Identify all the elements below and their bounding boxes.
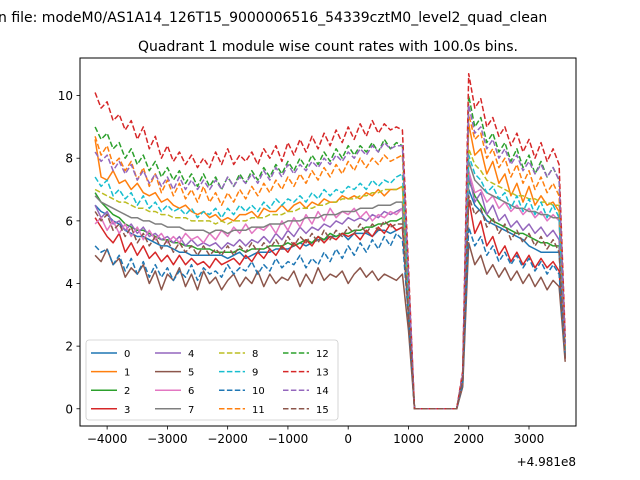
x-tick-label: 2000 <box>453 432 484 446</box>
figure-suptitle: n file: modeM0/AS1A14_126T15_9000006516_… <box>0 10 547 26</box>
legend-label-14: 14 <box>316 386 329 397</box>
series-line-3 <box>94 198 566 410</box>
x-tick-label: 3000 <box>514 432 545 446</box>
x-offset-label: +4.981e8 <box>517 455 576 469</box>
axes-frame <box>79 57 577 427</box>
series-line-9 <box>94 154 566 410</box>
series-line-13 <box>94 72 566 410</box>
plot-area <box>94 72 566 410</box>
legend-frame <box>85 339 339 421</box>
legend-label-6: 6 <box>188 386 194 397</box>
series-line-15 <box>94 195 566 410</box>
legend-label-3: 3 <box>124 405 130 416</box>
series-line-6 <box>94 169 566 410</box>
legend-label-9: 9 <box>252 368 258 379</box>
legend-label-10: 10 <box>252 386 265 397</box>
series-line-14 <box>94 104 566 410</box>
x-axis: −4000 −3000 −2000 −1000 0 1000 2000 3000 <box>87 426 544 446</box>
legend-label-4: 4 <box>188 349 194 360</box>
legend-label-7: 7 <box>188 405 194 416</box>
legend-label-13: 13 <box>316 368 329 379</box>
series-line-8 <box>94 148 566 410</box>
legend-label-15: 15 <box>316 405 329 416</box>
x-tick-label: −4000 <box>87 432 128 446</box>
legend-label-11: 11 <box>252 405 265 416</box>
y-tick-label: 6 <box>65 214 73 228</box>
legend-label-8: 8 <box>252 349 258 360</box>
legend-label-12: 12 <box>316 349 329 360</box>
y-tick-label: 0 <box>65 402 73 416</box>
y-tick-label: 4 <box>65 277 73 291</box>
series-line-12 <box>94 94 566 410</box>
legend-label-2: 2 <box>124 386 130 397</box>
chart-title: Quadrant 1 module wise count rates with … <box>138 39 518 55</box>
y-tick-label: 10 <box>58 89 73 103</box>
x-tick-label: −3000 <box>147 432 188 446</box>
series-line-11 <box>94 113 566 410</box>
x-tick-label: −2000 <box>207 432 248 446</box>
x-tick-label: −1000 <box>268 432 309 446</box>
y-axis: 0 2 4 6 8 10 <box>58 89 80 416</box>
y-tick-label: 8 <box>65 152 73 166</box>
series-line-4 <box>94 173 566 410</box>
x-tick-label: 1000 <box>393 432 424 446</box>
legend-label-0: 0 <box>124 349 130 360</box>
series-line-10 <box>94 226 566 410</box>
y-tick-label: 2 <box>65 340 73 354</box>
legend-label-1: 1 <box>124 368 130 379</box>
x-tick-label: 0 <box>344 432 352 446</box>
legend-label-5: 5 <box>188 368 194 379</box>
